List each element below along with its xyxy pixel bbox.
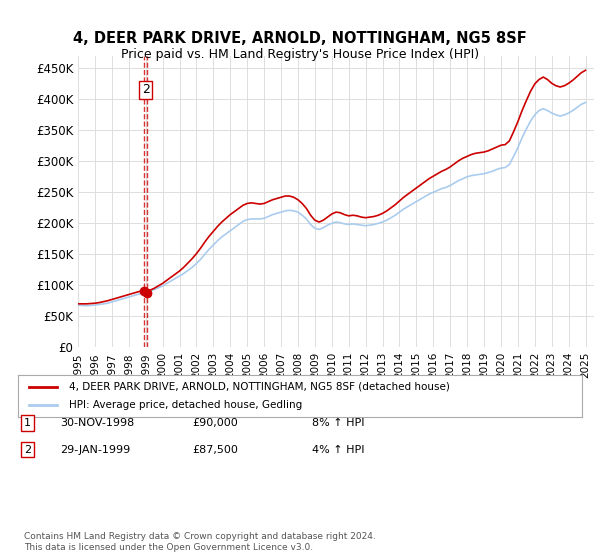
Text: HPI: Average price, detached house, Gedling: HPI: Average price, detached house, Gedl…	[69, 400, 302, 410]
Text: 30-NOV-1998: 30-NOV-1998	[60, 418, 134, 428]
Text: 4, DEER PARK DRIVE, ARNOLD, NOTTINGHAM, NG5 8SF (detached house): 4, DEER PARK DRIVE, ARNOLD, NOTTINGHAM, …	[69, 382, 449, 392]
Text: 1: 1	[24, 418, 31, 428]
Text: Contains HM Land Registry data © Crown copyright and database right 2024.
This d: Contains HM Land Registry data © Crown c…	[24, 532, 376, 552]
Text: 2: 2	[142, 83, 150, 96]
Text: 8% ↑ HPI: 8% ↑ HPI	[312, 418, 365, 428]
Text: £90,000: £90,000	[192, 418, 238, 428]
Text: £87,500: £87,500	[192, 445, 238, 455]
Text: 29-JAN-1999: 29-JAN-1999	[60, 445, 130, 455]
Text: 2: 2	[24, 445, 31, 455]
Text: Price paid vs. HM Land Registry's House Price Index (HPI): Price paid vs. HM Land Registry's House …	[121, 48, 479, 60]
Text: 4, DEER PARK DRIVE, ARNOLD, NOTTINGHAM, NG5 8SF: 4, DEER PARK DRIVE, ARNOLD, NOTTINGHAM, …	[73, 31, 527, 46]
Text: 4% ↑ HPI: 4% ↑ HPI	[312, 445, 365, 455]
